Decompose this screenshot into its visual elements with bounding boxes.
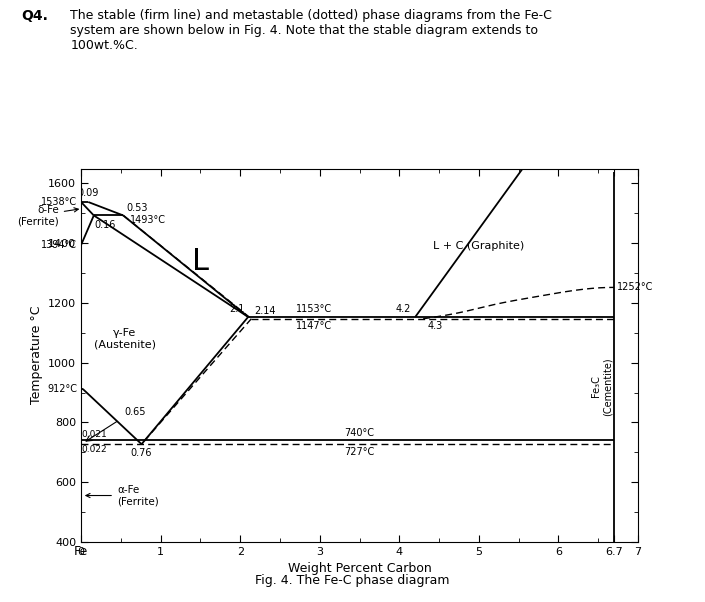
Text: 0.021: 0.021 xyxy=(82,430,108,439)
X-axis label: Weight Percent Carbon: Weight Percent Carbon xyxy=(288,562,431,576)
Y-axis label: Temperature °C: Temperature °C xyxy=(30,306,42,405)
Text: 740°C: 740°C xyxy=(345,428,374,438)
Text: 0.022: 0.022 xyxy=(82,445,107,455)
Text: L + C (Graphite): L + C (Graphite) xyxy=(434,241,525,251)
Text: 0.09: 0.09 xyxy=(78,188,99,197)
Text: 1538°C: 1538°C xyxy=(41,197,77,207)
Text: 1153°C: 1153°C xyxy=(296,304,332,314)
Text: α-Fe
(Ferrite): α-Fe (Ferrite) xyxy=(86,485,159,506)
Text: 0.65: 0.65 xyxy=(125,407,147,417)
Text: δ-Fe
(Ferrite): δ-Fe (Ferrite) xyxy=(17,205,78,226)
Text: Fig. 4. The Fe-C phase diagram: Fig. 4. The Fe-C phase diagram xyxy=(255,574,450,587)
Text: 727°C: 727°C xyxy=(345,447,374,457)
Text: 4.2: 4.2 xyxy=(396,304,411,314)
Text: Q4.: Q4. xyxy=(21,9,48,23)
Text: L: L xyxy=(192,247,209,276)
Text: 1394°C: 1394°C xyxy=(41,240,77,250)
Text: The stable (firm line) and metastable (dotted) phase diagrams from the Fe-C
syst: The stable (firm line) and metastable (d… xyxy=(70,9,553,52)
Text: 0.16: 0.16 xyxy=(94,220,116,230)
Text: 912°C: 912°C xyxy=(47,384,77,394)
Text: 0.76: 0.76 xyxy=(131,448,152,458)
Text: γ-Fe
(Austenite): γ-Fe (Austenite) xyxy=(94,328,156,350)
Text: 2.14: 2.14 xyxy=(255,306,276,316)
Text: 4.3: 4.3 xyxy=(427,321,443,331)
Text: 0.53: 0.53 xyxy=(126,203,148,213)
Text: 1252°C: 1252°C xyxy=(617,282,653,293)
Text: 1493°C: 1493°C xyxy=(130,216,166,225)
Text: 1147°C: 1147°C xyxy=(296,321,332,331)
Text: 2.1: 2.1 xyxy=(229,304,244,314)
Text: Fe: Fe xyxy=(74,545,88,559)
Text: Fe₃C
(Cementite): Fe₃C (Cementite) xyxy=(591,357,613,416)
